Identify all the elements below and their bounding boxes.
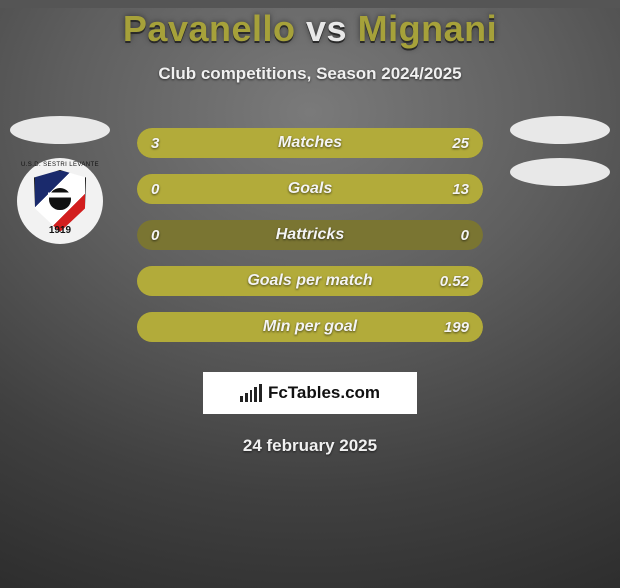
stat-value-right: 25 — [452, 128, 469, 158]
stat-label: Matches — [137, 128, 483, 158]
crest-arc-text: U.S.D. SESTRI LEVANTE — [17, 162, 103, 168]
stat-rows: Matches325Goals013Hattricks00Goals per m… — [137, 128, 483, 342]
left-column: U.S.D. SESTRI LEVANTE 1919 — [0, 116, 120, 244]
stats-area: U.S.D. SESTRI LEVANTE 1919 Matches3 25 Goa… — [0, 128, 620, 342]
stat-row: Hattricks0 0 — [137, 220, 483, 250]
stat-value-right: 13 — [452, 174, 469, 204]
stat-label: Hattricks — [137, 220, 483, 250]
stat-value-left: 0 — [151, 220, 159, 250]
stat-row: Min per goal199 — [137, 312, 483, 342]
crest-shield — [34, 170, 86, 232]
stat-value-right: 0 — [461, 220, 469, 250]
stat-value-right: 0.52 — [440, 266, 469, 296]
brand-text: FcTables.com — [268, 383, 380, 403]
stat-value-right: 199 — [444, 312, 469, 342]
date-line: 24 february 2025 — [0, 436, 620, 456]
stat-value-left: 3 — [151, 128, 159, 158]
stat-value-left: 0 — [151, 174, 159, 204]
player1-name: Pavanello — [123, 8, 296, 49]
brand-chart-icon — [240, 384, 262, 402]
right-name-placeholder — [510, 116, 610, 144]
stat-label: Goals — [137, 174, 483, 204]
stat-row: Goals0 13 — [137, 174, 483, 204]
player2-name: Mignani — [358, 8, 497, 49]
right-crest-placeholder — [510, 158, 610, 186]
brand-box[interactable]: FcTables.com — [203, 372, 417, 414]
page-title: Pavanello vs Mignani — [0, 8, 620, 50]
stat-row: Goals per match0.52 — [137, 266, 483, 296]
stat-label: Min per goal — [137, 312, 483, 342]
vs-text: vs — [306, 8, 347, 49]
right-column — [500, 116, 620, 186]
left-name-placeholder — [10, 116, 110, 144]
crest-year: 1919 — [17, 225, 103, 236]
subtitle: Club competitions, Season 2024/2025 — [0, 64, 620, 84]
team-crest: U.S.D. SESTRI LEVANTE 1919 — [17, 158, 103, 244]
stat-row: Matches3 25 — [137, 128, 483, 158]
stat-label: Goals per match — [137, 266, 483, 296]
